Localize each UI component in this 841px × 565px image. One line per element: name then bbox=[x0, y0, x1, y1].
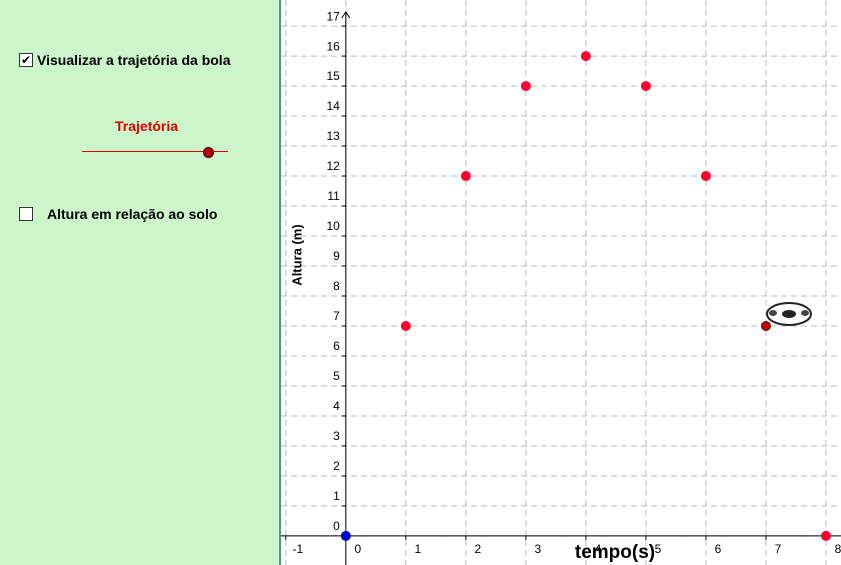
ball bbox=[767, 303, 811, 325]
x-tick-label: -1 bbox=[292, 542, 303, 556]
y-tick-label: 5 bbox=[333, 369, 340, 383]
point bbox=[761, 321, 770, 330]
x-tick-label: 7 bbox=[775, 542, 782, 556]
slider-handle[interactable] bbox=[203, 147, 214, 158]
checkbox[interactable]: ✔ bbox=[19, 53, 33, 67]
y-tick-label: 8 bbox=[333, 279, 340, 293]
slider-label: Trajetória bbox=[115, 118, 178, 134]
y-tick-label: 7 bbox=[333, 309, 340, 323]
y-tick-label: 13 bbox=[326, 129, 340, 143]
app-window: ✔ Visualizar a trajetória da bola Trajet… bbox=[0, 0, 841, 565]
x-tick-label: 6 bbox=[715, 542, 722, 556]
checkbox-label[interactable]: Visualizar a trajetória da bola bbox=[37, 52, 230, 68]
y-tick-label: 9 bbox=[333, 249, 340, 263]
point bbox=[401, 321, 410, 330]
checkbox[interactable] bbox=[19, 207, 33, 221]
y-tick-label: 15 bbox=[326, 69, 340, 83]
side-panel: ✔ Visualizar a trajetória da bola Trajet… bbox=[0, 0, 281, 565]
point bbox=[821, 531, 830, 540]
point bbox=[341, 531, 350, 540]
point bbox=[581, 52, 590, 61]
x-tick-label: 8 bbox=[835, 542, 841, 556]
y-tick-label: 12 bbox=[326, 159, 340, 173]
x-tick-label: 5 bbox=[655, 542, 662, 556]
x-axis-label: tempo(s) bbox=[575, 542, 655, 563]
x-tick-label: 1 bbox=[415, 542, 422, 556]
x-tick-label: 2 bbox=[475, 542, 482, 556]
y-axis-label: Altura (m) bbox=[289, 224, 304, 285]
y-tick-label: 1 bbox=[333, 489, 340, 503]
y-tick-label: 6 bbox=[333, 339, 340, 353]
y-tick-label: 2 bbox=[333, 459, 340, 473]
y-tick-label: 3 bbox=[333, 429, 340, 443]
point bbox=[461, 172, 470, 181]
y-tick-label: 14 bbox=[326, 99, 340, 113]
point bbox=[641, 82, 650, 91]
y-tick-label: 17 bbox=[326, 9, 340, 23]
y-tick-label: 10 bbox=[326, 219, 340, 233]
y-tick-label: 4 bbox=[333, 399, 340, 413]
y-tick-label: 11 bbox=[327, 189, 340, 203]
y-tick-label: 16 bbox=[326, 39, 340, 53]
y-tick-label: 0 bbox=[333, 519, 340, 533]
point bbox=[701, 172, 710, 181]
x-tick-label: 3 bbox=[535, 542, 542, 556]
point bbox=[521, 82, 530, 91]
x-tick-label: 0 bbox=[354, 542, 361, 556]
checkbox-label[interactable]: Altura em relação ao solo bbox=[47, 206, 217, 222]
